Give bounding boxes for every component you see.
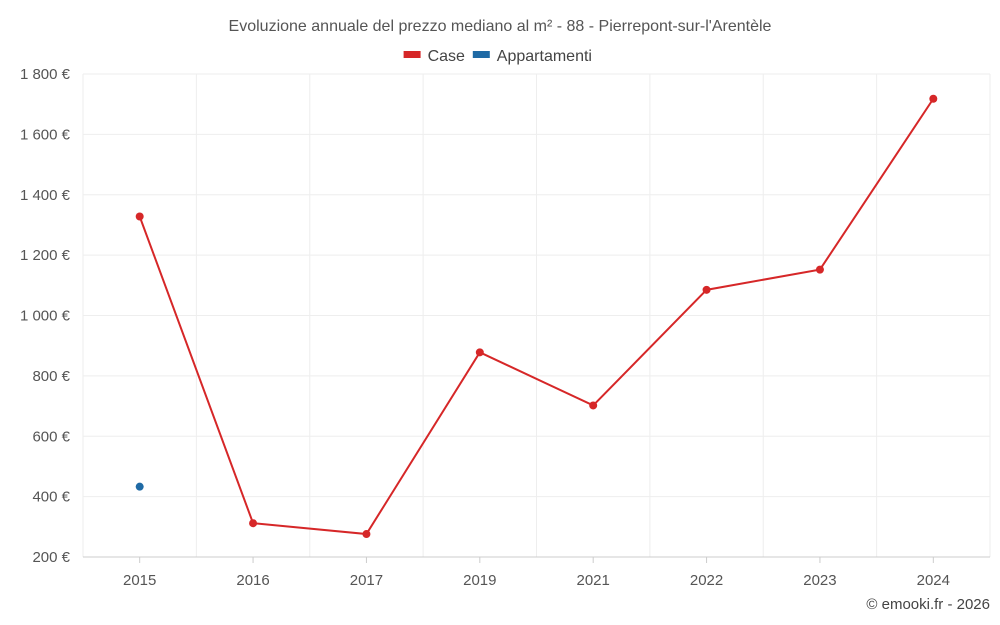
data-point-0-2022[interactable]	[702, 285, 711, 294]
x-tick-label: 2016	[236, 572, 269, 589]
legend-label-0[interactable]: Case	[428, 48, 465, 65]
y-axis: 200 € 400 € 600 € 800 € 1 000 € 1 200 € 1 400 …	[20, 66, 71, 566]
data-point-0-2021[interactable]	[589, 401, 598, 410]
data-point-0-2019[interactable]	[475, 348, 484, 357]
y-tick-label: 200 €	[32, 549, 70, 566]
y-tick-label: 800 €	[32, 368, 70, 385]
y-tick-label: 1 200 €	[20, 247, 71, 264]
x-tick-label: 2024	[917, 572, 950, 589]
x-tick-label: 2021	[577, 572, 610, 589]
data-point-0-2017[interactable]	[362, 530, 371, 539]
chart-title: Evoluzione annuale del prezzo mediano al…	[229, 18, 772, 35]
grid-lines	[82, 73, 991, 558]
x-tick-label: 2019	[463, 572, 496, 589]
series-line-0	[138, 98, 935, 536]
legend-swatch-0[interactable]	[403, 51, 421, 58]
y-tick-label: 1 600 €	[20, 126, 71, 143]
legend: Case Appartamenti	[403, 48, 592, 65]
x-axis: 2015 2016 2017 2019 2021 2022 2023 2024	[123, 557, 950, 589]
x-tick-label: 2022	[690, 572, 723, 589]
data-point-0-2023[interactable]	[815, 265, 824, 274]
y-tick-label: 400 €	[32, 489, 70, 506]
data-point-1-2015[interactable]	[135, 482, 144, 491]
legend-swatch-1[interactable]	[472, 51, 490, 58]
x-tick-label: 2015	[123, 572, 156, 589]
y-tick-label: 600 €	[32, 428, 70, 445]
y-tick-label: 1 800 €	[20, 66, 71, 83]
x-tick-label: 2023	[803, 572, 836, 589]
data-point-0-2024[interactable]	[929, 94, 938, 103]
data-point-0-2015[interactable]	[135, 212, 144, 221]
y-tick-label: 1 000 €	[20, 308, 71, 325]
series-layer	[135, 94, 938, 539]
legend-label-1[interactable]: Appartamenti	[497, 48, 592, 65]
data-point-0-2016[interactable]	[249, 519, 258, 528]
x-tick-label: 2017	[350, 572, 383, 589]
credit-text: © emooki.fr - 2026	[866, 596, 990, 613]
y-tick-label: 1 400 €	[20, 187, 71, 204]
